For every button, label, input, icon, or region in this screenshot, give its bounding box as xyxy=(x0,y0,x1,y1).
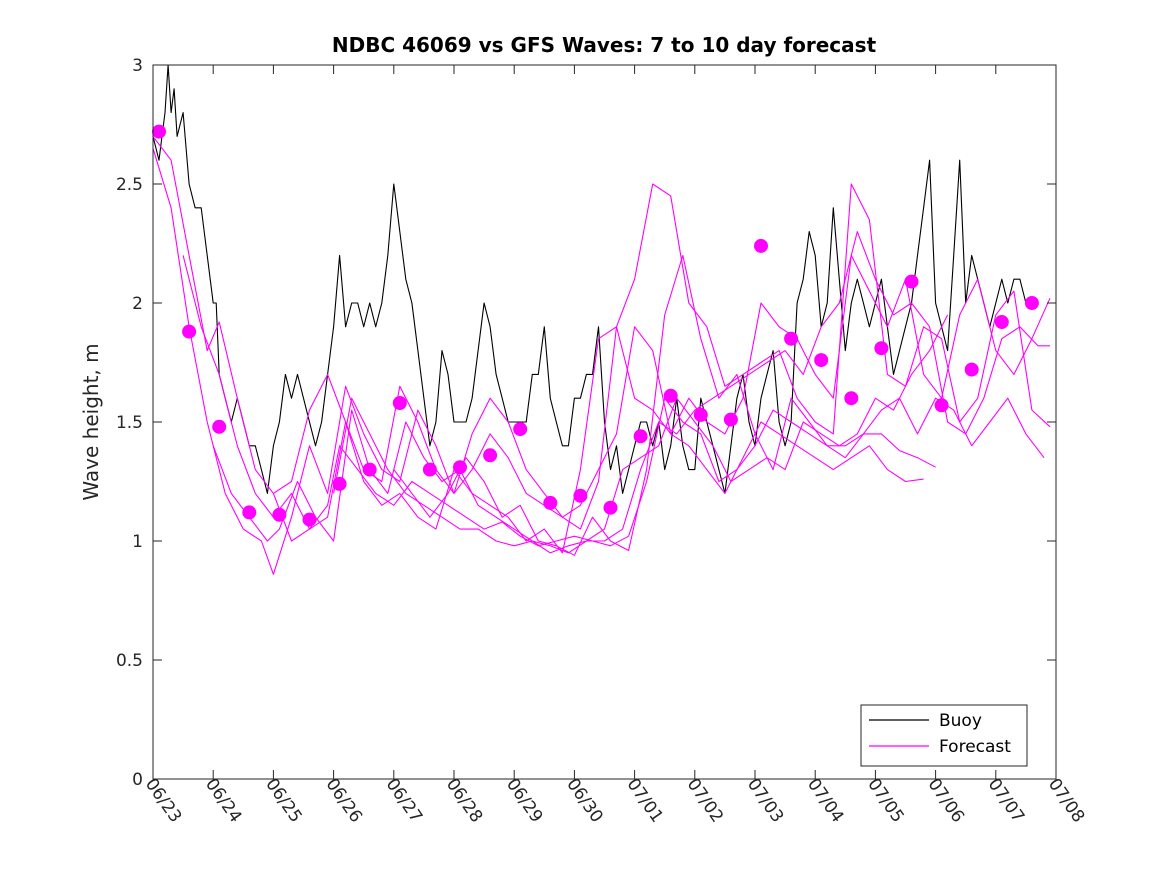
chart-title: NDBC 46069 vs GFS Waves: 7 to 10 day for… xyxy=(332,33,877,57)
forecast-marker xyxy=(754,238,768,253)
forecast-marker xyxy=(633,429,648,444)
y-tick-label: 0.5 xyxy=(116,651,143,671)
forecast-series-line-2 xyxy=(152,136,1051,518)
y-tick-label: 0 xyxy=(132,770,143,790)
y-tick-label: 1 xyxy=(132,532,143,552)
legend-label-buoy: Buoy xyxy=(939,711,982,731)
forecast-marker xyxy=(152,124,166,139)
forecast-marker xyxy=(1024,296,1039,310)
forecast-marker xyxy=(844,391,859,406)
forecast-marker xyxy=(513,422,528,437)
forecast-marker xyxy=(212,419,227,434)
y-tick-label: 2 xyxy=(132,294,143,314)
forecast-marker xyxy=(242,505,257,520)
buoy-series-line xyxy=(152,64,1032,494)
y-tick-label: 3 xyxy=(132,56,143,76)
forecast-marker xyxy=(483,448,498,463)
forecast-marker xyxy=(994,315,1009,329)
forecast-series-line-6 xyxy=(333,314,949,554)
forecast-series-line-7 xyxy=(182,255,924,554)
y-tick-label: 1.5 xyxy=(116,413,143,433)
forecast-series-line-3 xyxy=(152,148,1051,575)
legend-label-forecast: Forecast xyxy=(939,737,1011,757)
forecast-marker xyxy=(964,362,979,377)
forecast-marker xyxy=(874,341,889,356)
forecast-series-line-5 xyxy=(272,397,1045,547)
y-tick-label: 2.5 xyxy=(116,175,143,195)
forecast-marker xyxy=(663,388,678,403)
forecast-marker xyxy=(814,353,829,368)
forecast-marker xyxy=(723,412,738,427)
y-axis-label: Wave height, m xyxy=(79,343,103,500)
legend: Buoy Forecast xyxy=(860,704,1028,767)
forecast-series-line-8 xyxy=(393,254,936,556)
legend-box xyxy=(860,704,1028,767)
